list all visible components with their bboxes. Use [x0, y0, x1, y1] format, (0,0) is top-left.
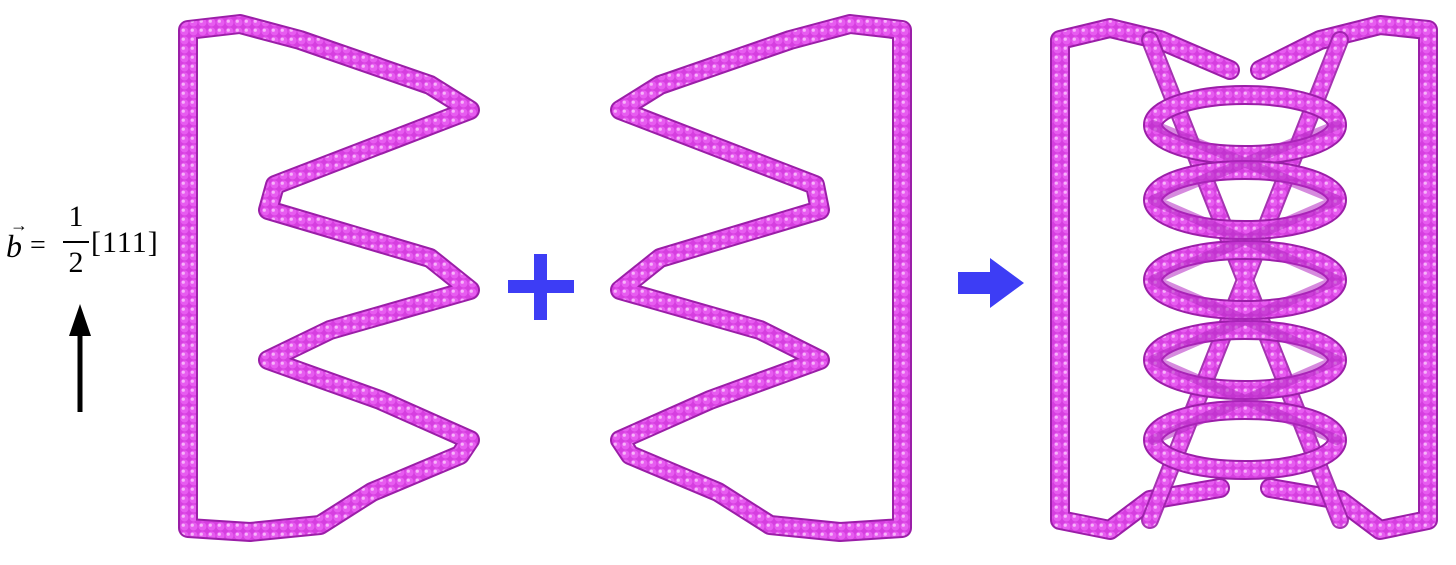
- equals-sign: =: [30, 230, 46, 261]
- burgers-symbol: b: [6, 228, 22, 264]
- fraction-bar: [63, 241, 89, 243]
- fraction-numerator: 1: [68, 200, 84, 233]
- burgers-direction-arrow: [69, 304, 91, 412]
- burgers-vector-equation: → b = 1 2 [111]: [6, 200, 166, 290]
- fraction-denominator: 2: [68, 246, 84, 279]
- right-zigzag-loop: [610, 14, 912, 542]
- combined-helix-loop: [1050, 15, 1438, 540]
- result-arrow: [958, 258, 1024, 308]
- left-zigzag-loop: [178, 14, 480, 542]
- arrow-head: [69, 304, 91, 336]
- miller-direction: [111]: [91, 226, 159, 259]
- vector-arrow-mark: →: [10, 215, 28, 235]
- plus-operator: [508, 254, 574, 320]
